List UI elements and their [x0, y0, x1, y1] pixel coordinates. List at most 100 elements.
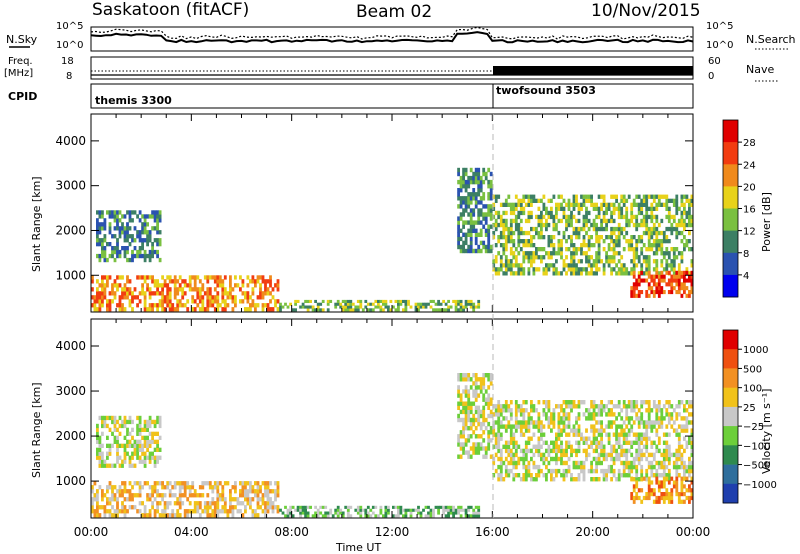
colorbar-tick-label: −100	[743, 441, 770, 452]
data-cell	[605, 235, 608, 240]
data-cell	[690, 444, 694, 449]
data-cell	[123, 505, 127, 510]
data-cell	[269, 283, 272, 288]
data-cell	[469, 454, 473, 459]
data-cell	[321, 505, 325, 509]
data-cell	[585, 251, 588, 256]
data-cell	[444, 302, 448, 306]
data-cell	[524, 456, 528, 462]
data-cell	[146, 238, 149, 243]
data-cell	[640, 440, 644, 445]
data-cell	[567, 247, 571, 252]
data-cell	[635, 416, 639, 421]
data-cell	[128, 493, 132, 498]
data-cell	[602, 468, 606, 474]
data-cell	[98, 443, 102, 448]
data-cell	[494, 267, 498, 272]
data-cell	[156, 447, 159, 452]
data-cell	[208, 287, 212, 292]
data-cell	[123, 415, 127, 421]
data-cell	[349, 302, 353, 306]
data-cell	[530, 436, 533, 441]
data-cell	[472, 401, 476, 406]
data-cell	[667, 499, 671, 504]
data-cell	[517, 235, 521, 240]
freq-panel: Freq. [MHz] 18 8 60 0 Nave	[4, 56, 778, 82]
data-cell	[226, 295, 230, 300]
data-cell	[111, 505, 114, 510]
data-cell	[625, 408, 629, 413]
data-cell	[572, 206, 576, 211]
data-cell	[535, 420, 538, 425]
data-cell	[469, 175, 473, 181]
data-cell	[635, 448, 639, 454]
data-cell	[670, 476, 674, 481]
data-cell	[683, 424, 686, 429]
data-cell	[632, 251, 636, 256]
data-cell	[667, 218, 671, 224]
data-cell	[101, 222, 104, 227]
data-cell	[103, 283, 107, 288]
data-cell	[683, 218, 686, 224]
data-cell	[479, 228, 483, 233]
data-cell	[512, 271, 516, 276]
data-cell	[259, 485, 262, 490]
data-cell	[442, 299, 445, 303]
data-cell	[487, 438, 491, 443]
data-cell	[660, 243, 664, 248]
data-cell	[467, 244, 471, 250]
data-cell	[650, 460, 654, 466]
data-cell	[605, 210, 608, 216]
data-cell	[407, 508, 410, 512]
data-cell	[176, 501, 180, 506]
data-cell	[118, 489, 122, 494]
data-cell	[477, 511, 481, 515]
data-cell	[560, 218, 563, 224]
data-cell	[467, 409, 471, 415]
data-cell	[274, 493, 277, 498]
data-cell	[640, 270, 644, 275]
data-cell	[98, 303, 102, 308]
data-cell	[374, 505, 378, 509]
nsky-frame	[90, 26, 694, 52]
data-cell	[542, 206, 546, 211]
data-cell	[153, 423, 157, 429]
data-cell	[550, 243, 553, 248]
data-cell	[582, 202, 586, 207]
data-cell	[662, 460, 666, 466]
data-cell	[542, 460, 546, 466]
data-cell	[657, 247, 661, 252]
data-cell	[552, 440, 556, 445]
data-cell	[562, 420, 566, 425]
data-cell	[101, 459, 104, 464]
data-cell	[502, 251, 506, 256]
data-cell	[264, 501, 267, 506]
data-cell	[108, 222, 112, 227]
data-cell	[176, 513, 180, 518]
data-cell	[198, 501, 202, 506]
data-cell	[647, 247, 651, 252]
data-cell	[575, 271, 578, 276]
data-cell	[394, 299, 398, 303]
data-cell	[519, 424, 523, 429]
data-cell	[610, 271, 613, 276]
data-cell	[622, 198, 626, 203]
data-cell	[640, 247, 644, 252]
data-cell	[670, 263, 674, 268]
data-cell	[96, 489, 99, 494]
data-cell	[672, 226, 676, 232]
data-cell	[163, 513, 167, 518]
data-cell	[662, 448, 666, 454]
data-cell	[522, 456, 526, 462]
data-cell	[339, 305, 343, 309]
data-cell	[211, 303, 215, 308]
data-cell	[524, 255, 528, 260]
data-cell	[256, 295, 260, 300]
data-cell	[108, 485, 112, 490]
data-cell	[153, 249, 157, 255]
data-cell	[688, 436, 691, 441]
data-cell	[547, 222, 551, 228]
data-cell	[499, 408, 503, 413]
data-cell	[677, 432, 681, 437]
data-cell	[229, 497, 232, 502]
